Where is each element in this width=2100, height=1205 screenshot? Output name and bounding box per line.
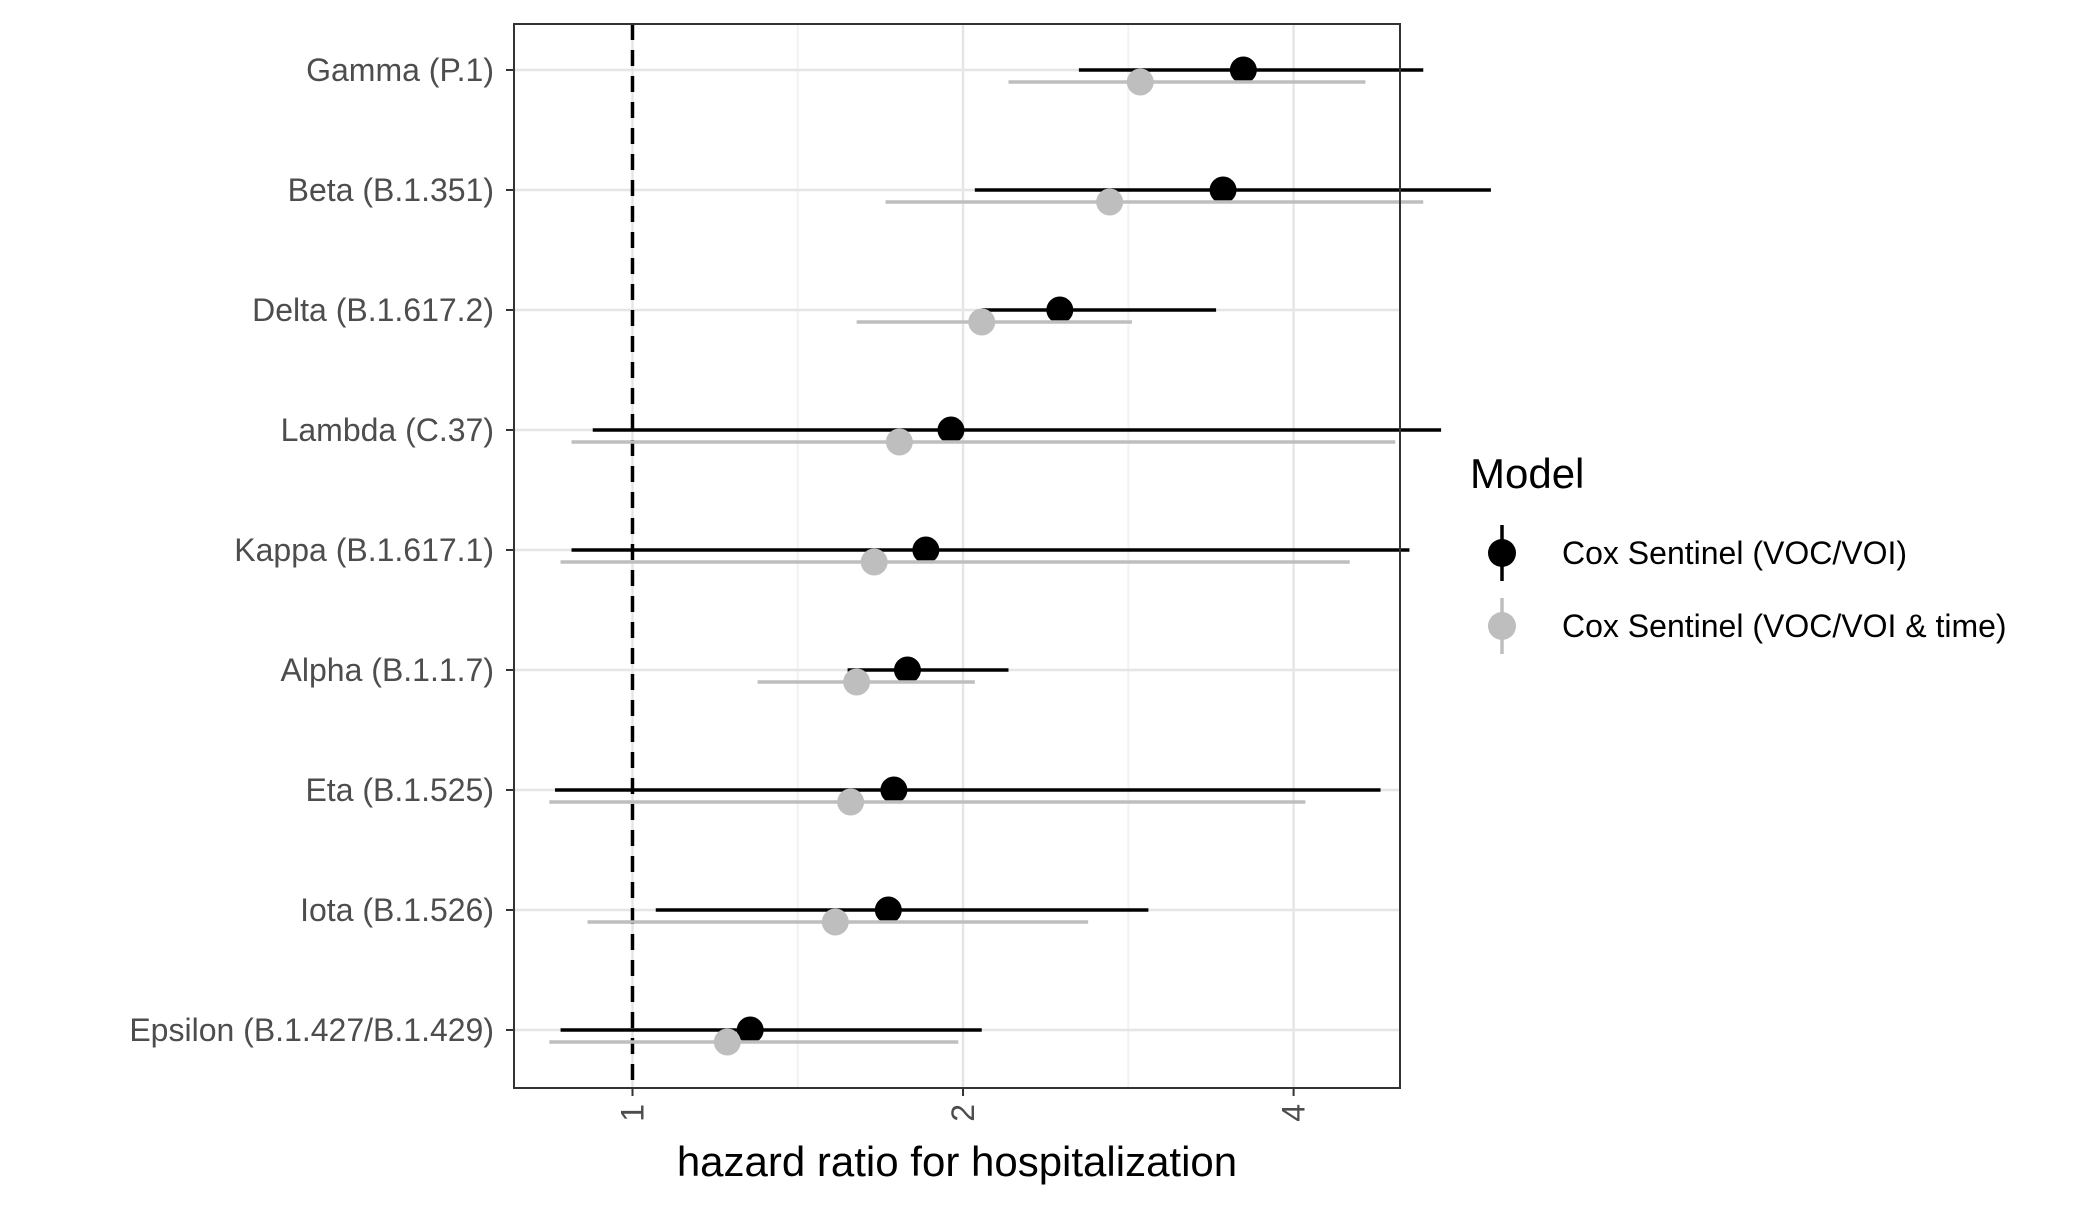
point-estimate-s0-2 xyxy=(1046,296,1074,324)
legend-label-0: Cox Sentinel (VOC/VOI) xyxy=(1562,535,1907,571)
point-estimate-s1-4 xyxy=(860,548,888,576)
point-estimate-s0-7 xyxy=(874,896,902,924)
point-estimate-s0-0 xyxy=(1229,56,1257,84)
y-tick-label-7: Iota (B.1.526) xyxy=(300,892,494,928)
point-estimate-s1-0 xyxy=(1126,68,1154,96)
x-tick-label-1: 2 xyxy=(945,1104,981,1122)
point-estimate-s1-6 xyxy=(837,788,865,816)
point-estimate-s1-7 xyxy=(821,908,849,936)
point-estimate-s0-4 xyxy=(912,536,940,564)
y-tick-label-6: Eta (B.1.525) xyxy=(305,772,494,808)
y-tick-label-8: Epsilon (B.1.427/B.1.429) xyxy=(129,1012,494,1048)
point-estimate-s0-5 xyxy=(893,656,921,684)
y-tick-label-3: Lambda (C.37) xyxy=(281,412,494,448)
point-estimate-s0-8 xyxy=(736,1016,764,1044)
legend-title: Model xyxy=(1470,450,1584,497)
point-estimate-s0-1 xyxy=(1209,176,1237,204)
legend-key-point-0 xyxy=(1488,539,1516,567)
point-estimate-s1-8 xyxy=(713,1028,741,1056)
point-estimate-s1-2 xyxy=(968,308,996,336)
point-estimate-s0-3 xyxy=(937,416,965,444)
point-estimate-s0-6 xyxy=(880,776,908,804)
point-estimate-s1-3 xyxy=(885,428,913,456)
y-tick-label-5: Alpha (B.1.1.7) xyxy=(281,652,494,688)
legend-key-point-1 xyxy=(1488,612,1516,640)
x-tick-label-0: 1 xyxy=(614,1104,650,1122)
point-estimate-s1-1 xyxy=(1096,188,1124,216)
point-estimate-s1-5 xyxy=(843,668,871,696)
y-tick-label-0: Gamma (P.1) xyxy=(306,52,494,88)
panel-border xyxy=(513,23,1401,1089)
y-tick-label-4: Kappa (B.1.617.1) xyxy=(234,532,494,568)
x-tick-label-2: 4 xyxy=(1276,1104,1312,1122)
y-tick-label-2: Delta (B.1.617.2) xyxy=(252,292,494,328)
x-axis-title: hazard ratio for hospitalization xyxy=(677,1138,1237,1185)
y-tick-label-1: Beta (B.1.351) xyxy=(288,172,494,208)
legend-label-1: Cox Sentinel (VOC/VOI & time) xyxy=(1562,608,2007,644)
